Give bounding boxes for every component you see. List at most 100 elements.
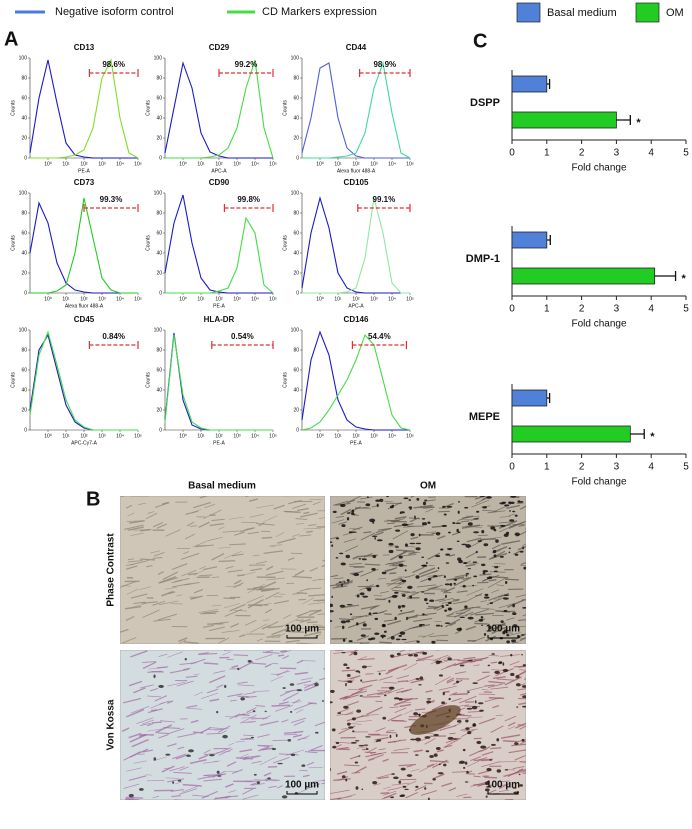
cell-streak <box>343 538 356 543</box>
cell-streak <box>252 783 265 786</box>
cell-streak <box>412 566 425 574</box>
x-tick-label: 4 <box>648 304 654 315</box>
deposit <box>414 754 419 756</box>
cell-streak <box>490 661 498 664</box>
x-tick-label: 10⁴ <box>388 296 396 302</box>
y-tick-label: 40 <box>21 250 27 256</box>
y-tick-label: 40 <box>156 250 162 256</box>
cell-streak <box>440 589 449 592</box>
cell-streak <box>292 699 301 704</box>
deposit <box>480 616 484 619</box>
deposit <box>421 591 425 593</box>
cell-streak <box>458 704 470 707</box>
deposit <box>346 517 350 521</box>
cell-streak <box>492 705 500 709</box>
deposit <box>404 569 407 572</box>
deposit <box>388 542 394 546</box>
deposit <box>341 524 346 528</box>
cell-streak <box>484 776 498 779</box>
cell-streak <box>383 786 391 790</box>
deposit <box>516 706 519 708</box>
y-tick-label: 40 <box>293 387 299 393</box>
cell-streak <box>294 671 309 675</box>
cell-streak <box>246 707 257 713</box>
cell-streak <box>425 689 433 693</box>
deposit <box>332 510 337 514</box>
cell-streak <box>406 678 418 683</box>
cell-streak <box>199 496 210 499</box>
cell-streak <box>167 778 185 783</box>
deposit <box>398 634 403 637</box>
cell-streak <box>503 740 518 743</box>
cell-streak <box>503 771 520 778</box>
cell-streak <box>151 721 162 724</box>
cell-streak <box>299 534 312 537</box>
cell-streak <box>424 738 436 745</box>
deposit <box>391 773 395 775</box>
deposit <box>435 531 441 536</box>
deposit <box>349 613 353 616</box>
cell-streak <box>252 586 264 589</box>
histogram-line <box>302 60 411 159</box>
cell-streak <box>476 607 495 610</box>
y-tick-label: 0 <box>24 290 27 296</box>
deposit <box>435 624 441 627</box>
cell-streak <box>519 669 526 671</box>
cell-streak <box>378 609 388 614</box>
cell-streak <box>472 636 485 643</box>
cell-streak <box>130 705 150 714</box>
cell-streak <box>463 606 481 610</box>
deposit <box>521 738 525 742</box>
histogram-line <box>164 60 273 159</box>
cell-streak <box>490 747 502 750</box>
cell-streak <box>237 695 249 698</box>
cell-streak <box>300 677 313 681</box>
cell-streak <box>295 523 305 525</box>
deposit <box>509 510 511 512</box>
cell-streak <box>261 536 273 539</box>
cell-streak <box>174 577 190 583</box>
cell-streak <box>199 727 211 734</box>
x-tick-label: 10⁴ <box>116 296 124 302</box>
cell-streak <box>330 536 339 540</box>
cell-streak <box>446 679 455 684</box>
category-label: MEPE <box>469 411 500 423</box>
cell-streak <box>386 519 400 522</box>
deposit <box>448 549 451 551</box>
cell-streak <box>509 660 520 666</box>
cell-streak <box>491 626 507 635</box>
deposit <box>366 496 369 498</box>
deposit <box>401 604 406 608</box>
histogram-line <box>29 330 138 431</box>
cell-streak <box>363 553 373 558</box>
cell-streak <box>242 794 259 800</box>
cell-streak <box>278 701 289 705</box>
deposit <box>446 505 453 508</box>
cell-streak <box>490 686 509 690</box>
deposit <box>346 666 350 669</box>
x-tick-label: 10⁰ <box>316 296 324 302</box>
y-tick-label: 0 <box>296 427 299 433</box>
cell-streak <box>350 650 359 654</box>
cell-streak <box>466 592 483 602</box>
scale-bar-label: 100 µm <box>486 780 520 791</box>
cell-streak <box>209 626 225 632</box>
cell-streak <box>426 531 437 533</box>
cell-streak <box>227 569 243 573</box>
cell-streak <box>488 680 506 684</box>
cell-streak <box>499 654 520 657</box>
cell-streak <box>387 664 408 672</box>
x-axis-label: Fold change <box>571 163 626 174</box>
deposit <box>290 710 293 713</box>
cell-streak <box>356 635 370 641</box>
cell-streak <box>448 615 468 617</box>
cell-streak <box>233 654 249 657</box>
cell-streak <box>479 573 492 576</box>
deposit <box>422 651 428 655</box>
cell-streak <box>518 702 526 706</box>
x-tick-label: 10² <box>80 433 88 439</box>
deposit <box>365 503 371 507</box>
cell-streak <box>297 507 309 512</box>
deposit <box>398 698 403 701</box>
